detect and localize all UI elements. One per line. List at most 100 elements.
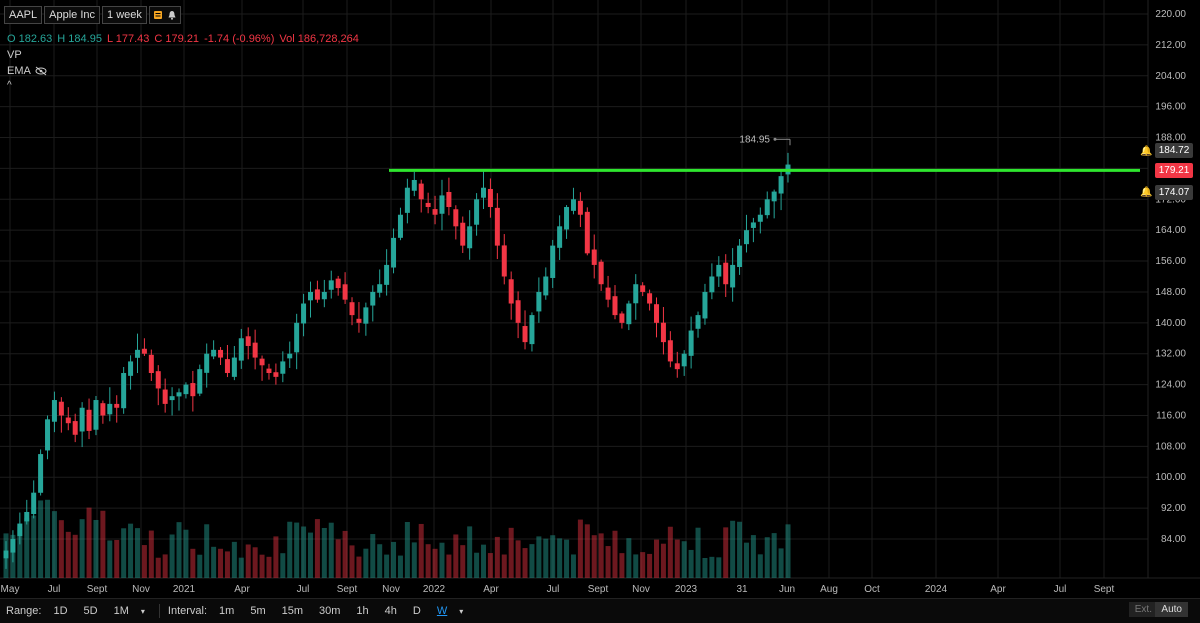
- x-tick-label: Sept: [588, 584, 609, 595]
- symbol-name: Apple Inc: [44, 6, 101, 24]
- volume-bar: [252, 547, 258, 578]
- interval-d[interactable]: D: [412, 605, 421, 617]
- interval-w[interactable]: W: [436, 605, 448, 617]
- volume-bar: [259, 554, 265, 578]
- volume-bar: [377, 544, 383, 578]
- volume-bar: [411, 542, 417, 578]
- y-tick-label: 212.00: [1155, 40, 1186, 51]
- candle-body: [522, 326, 528, 343]
- candle-body: [557, 226, 563, 248]
- x-tick-label: Nov: [132, 584, 150, 595]
- candle-body: [418, 183, 424, 200]
- volume-bar: [647, 553, 653, 578]
- volume-bar: [218, 548, 224, 578]
- volume-bar: [328, 522, 334, 578]
- notes-icon[interactable]: [153, 10, 163, 20]
- range-1d[interactable]: 1D: [53, 605, 68, 617]
- range-dropdown-icon[interactable]: ▾: [140, 606, 145, 616]
- volume-bar: [494, 536, 500, 578]
- volume-bar: [605, 546, 611, 578]
- volume-bar: [197, 554, 203, 578]
- x-tick-label: Jun: [779, 584, 795, 595]
- candle-body: [453, 209, 459, 227]
- candle-body: [591, 249, 597, 265]
- candle-body: [328, 280, 334, 290]
- x-tick-label: 2023: [675, 584, 698, 595]
- candle-body: [211, 349, 217, 357]
- range-1m[interactable]: 1M: [113, 605, 129, 617]
- candle-body: [397, 214, 403, 238]
- candle-body: [757, 214, 763, 222]
- candle-body: [411, 179, 417, 191]
- candle-body: [598, 261, 604, 285]
- candle-body: [508, 279, 514, 304]
- interval-4h[interactable]: 4h: [384, 605, 397, 617]
- candle-body: [619, 313, 625, 323]
- volume-bar: [190, 548, 196, 578]
- volume-bar: [453, 534, 459, 578]
- candle-body: [515, 300, 521, 323]
- symbol-ticker[interactable]: AAPL: [4, 6, 43, 24]
- volume-bar: [764, 537, 770, 578]
- x-tick-label: Nov: [632, 584, 650, 595]
- candle-body: [301, 303, 307, 324]
- volume-bar: [750, 535, 756, 578]
- study-ema[interactable]: EMA: [7, 65, 47, 77]
- volume-bar: [612, 530, 618, 578]
- candle-body: [238, 338, 244, 361]
- y-tick-label: 188.00: [1155, 133, 1186, 144]
- candle-body: [536, 291, 542, 312]
- auto-scale-toggle[interactable]: Auto: [1155, 602, 1188, 617]
- x-tick-label: Jul: [48, 584, 61, 595]
- interval-30m[interactable]: 30m: [319, 605, 341, 617]
- volume-bar: [522, 548, 528, 578]
- interval-label[interactable]: 1 week: [102, 6, 147, 24]
- candle-body: [107, 403, 113, 415]
- candle-body: [259, 358, 265, 366]
- candle-body: [169, 396, 175, 401]
- interval-1h[interactable]: 1h: [356, 605, 369, 617]
- interval-dropdown-icon[interactable]: ▾: [459, 606, 464, 616]
- volume-bar: [245, 544, 251, 578]
- alert-bell-icon-low[interactable]: 🔔: [1140, 187, 1153, 198]
- y-tick-label: 92.00: [1161, 503, 1186, 514]
- candle-body: [141, 348, 147, 354]
- study-vp[interactable]: VP: [7, 49, 22, 61]
- volume-bar: [335, 539, 341, 578]
- interval-1m[interactable]: 1m: [219, 605, 235, 617]
- volume-bar: [425, 544, 431, 578]
- interval-15m[interactable]: 15m: [281, 605, 304, 617]
- volume-bar: [356, 556, 362, 578]
- volume-bar: [38, 500, 44, 578]
- candle-body: [494, 207, 500, 246]
- collapse-studies-chevron-icon[interactable]: ^: [7, 80, 12, 91]
- volume-bar: [626, 538, 632, 578]
- x-tick-label: Jul: [547, 584, 560, 595]
- interval-5m[interactable]: 5m: [250, 605, 266, 617]
- range-5d[interactable]: 5D: [83, 605, 98, 617]
- candle-body: [605, 287, 611, 300]
- volume-bar: [204, 524, 210, 578]
- candle-body: [391, 237, 397, 268]
- alert-bell-icon-high[interactable]: 🔔: [1140, 146, 1153, 157]
- volume-bar: [107, 540, 113, 578]
- x-tick-label: Apr: [483, 584, 499, 595]
- volume-bar: [86, 507, 92, 578]
- candle-body: [183, 384, 189, 395]
- volume-bar: [743, 542, 749, 578]
- candle-body: [584, 211, 590, 254]
- change-value: -1.74 (-0.96%): [204, 33, 275, 45]
- candle-body: [72, 421, 78, 435]
- x-tick-label: 31: [736, 584, 748, 595]
- volume-bar: [128, 523, 134, 578]
- volume-bar: [24, 518, 30, 578]
- volume-bar: [3, 533, 9, 578]
- ext-hours-toggle[interactable]: Ext.: [1128, 602, 1158, 617]
- bell-icon[interactable]: [167, 10, 177, 20]
- price-chart[interactable]: 84.00 92.00 100.00 108.00 116.00 124.00 132.00…: [0, 0, 1200, 598]
- x-tick-label: Aug: [820, 584, 838, 595]
- peak-annotation-label: 184.95: [739, 134, 770, 145]
- x-tick-label: Sept: [337, 584, 358, 595]
- volume-bar: [515, 540, 521, 578]
- hidden-eye-icon[interactable]: [35, 66, 47, 76]
